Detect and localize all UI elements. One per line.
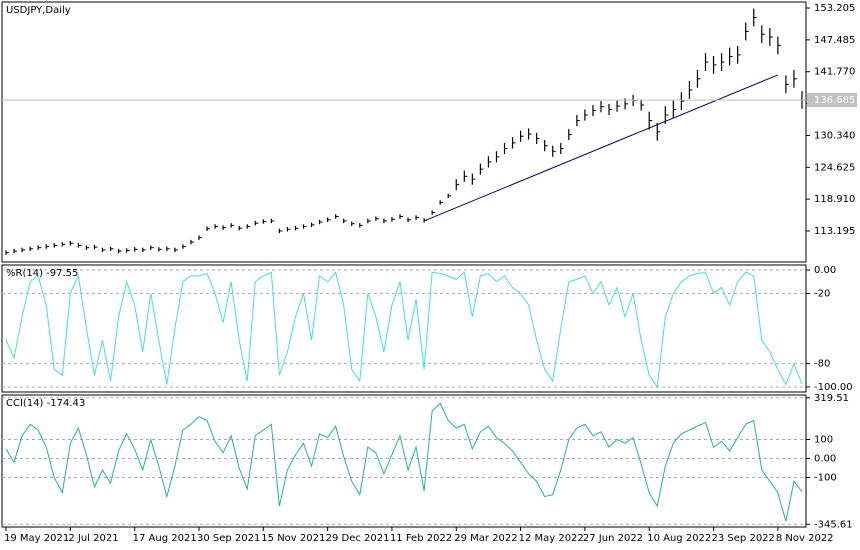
- current-price-label: 136.685: [814, 95, 855, 106]
- pane-title: USDJPY,Daily: [6, 5, 71, 16]
- x-tick-label: 11 Feb 2022: [390, 533, 452, 544]
- y-tick-label: -100: [814, 473, 837, 484]
- y-tick-label: 118.910: [814, 194, 855, 205]
- y-tick-label: 113.195: [814, 226, 855, 237]
- y-tick-label: -80: [814, 359, 830, 370]
- x-tick-label: 30 Sep 2021: [197, 533, 260, 544]
- y-tick-label: 124.625: [814, 162, 855, 173]
- x-tick-label: 19 May 2021: [4, 533, 69, 544]
- x-tick-label: 10 Aug 2022: [647, 533, 711, 544]
- y-tick-label: 100: [814, 435, 833, 446]
- y-tick-label: -100.00: [814, 382, 853, 393]
- x-tick-label: 29 Mar 2022: [454, 533, 517, 544]
- x-tick-label: 17 Aug 2021: [133, 533, 197, 544]
- y-tick-label: 147.485: [814, 35, 855, 46]
- y-tick-label: 130.340: [814, 130, 855, 141]
- pane-frame: [1, 394, 807, 528]
- trendline: [423, 74, 779, 222]
- x-tick-label: 29 Dec 2021: [326, 533, 390, 544]
- indicator-line: [5, 402, 803, 522]
- y-tick-label: 319.51: [814, 393, 849, 404]
- pane-frame: [1, 1, 807, 263]
- pane-title: CCI(14) -174.43: [6, 398, 85, 409]
- y-tick-label: -20: [814, 288, 830, 299]
- pane-title: %R(14) -97.55: [6, 268, 78, 279]
- y-tick-label: 0.00: [814, 454, 836, 465]
- y-tick-label: 153.205: [814, 3, 855, 14]
- x-tick-label: 8 Nov 2022: [776, 533, 834, 544]
- pane-frame: [1, 264, 807, 393]
- x-tick-label: 15 Nov 2021: [261, 533, 325, 544]
- current-price-box: [807, 93, 857, 108]
- y-tick-label: -345.61: [814, 519, 853, 530]
- x-tick-label: 2 Jul 2021: [68, 533, 118, 544]
- y-tick-label: 141.770: [814, 67, 855, 78]
- x-tick-label: 23 Sep 2022: [712, 533, 775, 544]
- x-tick-label: 27 Jun 2022: [583, 533, 643, 544]
- y-tick-label: 0.00: [814, 265, 836, 276]
- x-tick-label: 12 May 2022: [519, 533, 584, 544]
- indicator-line: [5, 271, 803, 389]
